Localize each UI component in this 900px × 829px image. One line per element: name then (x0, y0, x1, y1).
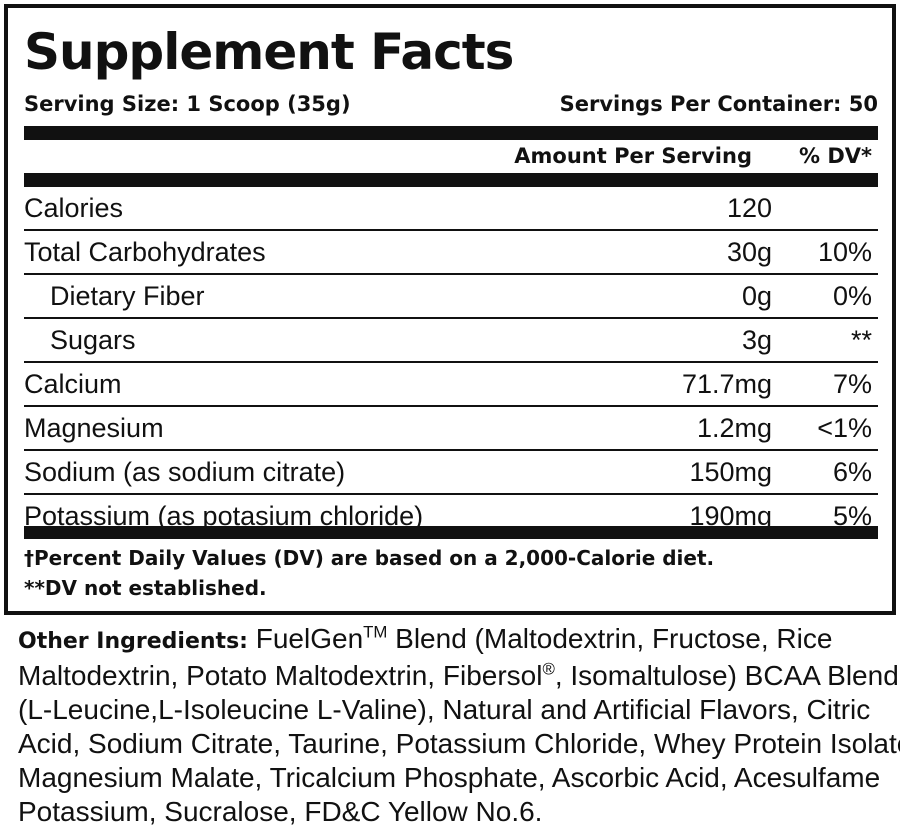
ingredients-text: FuelGen (247, 623, 364, 654)
nutrient-amount: 120 (726, 193, 772, 223)
nutrient-amount: 3g (741, 325, 772, 355)
nutrient-amount: 150mg (689, 457, 772, 487)
nutrient-row-calories: Calories 120 (24, 187, 878, 231)
nutrient-dv: ** (850, 325, 872, 355)
nutrient-row-calcium: Calcium 71.7mg 7% (24, 363, 878, 407)
amount-per-serving-header: Amount Per Serving (514, 144, 752, 168)
divider-thick (24, 126, 878, 140)
nutrient-dv: <1% (817, 413, 872, 443)
nutrient-table: Calories 120 Total Carbohydrates 30g 10%… (24, 187, 878, 534)
nutrient-row-total-carbohydrates: Total Carbohydrates 30g 10% (24, 231, 878, 275)
nutrient-dv: 0% (832, 281, 872, 311)
divider-thick (24, 173, 878, 187)
panel-title: Supplement Facts (24, 23, 514, 81)
ingredients-line: (L-Leucine,L-Isoleucine L-Valine), Natur… (18, 694, 871, 725)
nutrient-name: Calcium (24, 369, 122, 399)
ingredients-text: Maltodextrin, Potato Maltodextrin, Fiber… (18, 660, 543, 691)
footnotes: †Percent Daily Values (DV) are based on … (24, 543, 878, 603)
ingredients-line: Acid, Sodium Citrate, Taurine, Potassium… (18, 728, 900, 759)
ingredients-label: Other Ingredients: (18, 629, 248, 654)
column-header: Amount Per Serving % DV* (24, 140, 878, 173)
nutrient-dv: 6% (832, 457, 872, 487)
nutrient-name: Sugars (50, 325, 136, 355)
registered-mark: ® (542, 659, 555, 679)
nutrient-dv: 7% (832, 369, 872, 399)
serving-size: Serving Size: 1 Scoop (35g) (24, 92, 351, 116)
servings-per-container: Servings Per Container: 50 (559, 92, 878, 116)
footnote-dv-not-established: **DV not established. (24, 576, 267, 600)
nutrient-name: Magnesium (24, 413, 164, 443)
trademark-mark: TM (363, 622, 388, 642)
nutrient-amount: 1.2mg (696, 413, 772, 443)
ingredients-text: Blend (Maltodextrin, Fructose, Rice (387, 623, 833, 654)
ingredients-line: Maltodextrin, Potato Maltodextrin, Fiber… (18, 659, 899, 693)
ingredients-text: , Isomaltulose) BCAA Blend (554, 660, 899, 691)
other-ingredients: Other Ingredients: FuelGenTM Blend (Malt… (18, 622, 900, 829)
nutrient-row-magnesium: Magnesium 1.2mg <1% (24, 407, 878, 451)
footnote-daily-values: †Percent Daily Values (DV) are based on … (24, 546, 715, 570)
supplement-facts-panel: Supplement Facts Serving Size: 1 Scoop (… (4, 4, 896, 615)
nutrient-row-sodium: Sodium (as sodium citrate) 150mg 6% (24, 451, 878, 495)
nutrient-name: Dietary Fiber (50, 281, 205, 311)
ingredients-line: Magnesium Malate, Tricalcium Phosphate, … (18, 762, 881, 793)
ingredients-line: Other Ingredients: FuelGenTM Blend (Malt… (18, 622, 898, 659)
ingredients-line: Potassium, Sucralose, FD&C Yellow No.6. (18, 796, 543, 827)
dv-header: % DV* (798, 144, 872, 168)
nutrient-name: Sodium (as sodium citrate) (24, 457, 346, 487)
divider-thick (24, 526, 878, 539)
nutrient-name: Calories (24, 193, 124, 223)
nutrient-row-sugars: Sugars 3g ** (24, 319, 878, 363)
nutrient-name: Total Carbohydrates (24, 237, 266, 267)
nutrient-amount: 30g (726, 237, 772, 267)
nutrient-row-dietary-fiber: Dietary Fiber 0g 0% (24, 275, 878, 319)
serving-info: Serving Size: 1 Scoop (35g) Servings Per… (24, 89, 878, 119)
nutrient-amount: 0g (741, 281, 772, 311)
nutrient-amount: 71.7mg (681, 369, 772, 399)
nutrient-dv: 10% (817, 237, 872, 267)
